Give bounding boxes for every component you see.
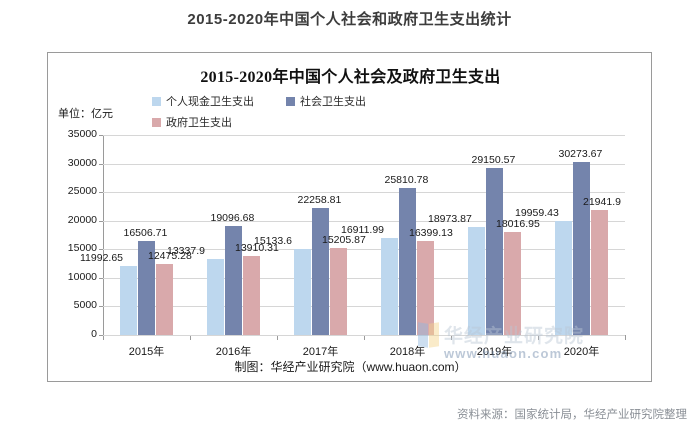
bar[interactable] (120, 266, 137, 335)
gridline (103, 335, 625, 336)
y-axis-tick-mark (99, 220, 103, 222)
gridline (103, 306, 625, 308)
y-axis-tick-label: 30000 (67, 156, 97, 169)
bar[interactable] (138, 240, 155, 335)
legend-item-social[interactable]: 社会卫生支出 (286, 93, 366, 109)
x-axis-tick-mark (625, 336, 626, 340)
legend-swatch-government (152, 117, 161, 127)
bar[interactable] (330, 248, 347, 335)
bar[interactable] (555, 220, 572, 335)
chart-legend: 个人现金卫生支出 社会卫生支出 政府卫生支出 (152, 93, 482, 130)
bar-value-label: 21941.9 (583, 195, 621, 208)
bar[interactable] (399, 187, 416, 335)
y-axis-tick-mark (99, 277, 103, 279)
y-axis-tick-label: 25000 (67, 185, 97, 198)
bar-value-label: 22258.81 (297, 193, 342, 206)
gridline (103, 135, 625, 136)
bar[interactable] (573, 162, 590, 335)
y-axis-line (103, 135, 104, 336)
y-axis-tick-mark (99, 335, 103, 336)
x-axis-tick-mark (190, 336, 191, 340)
bar-value-label: 16911.99 (341, 224, 385, 237)
bar-value-label: 29150.57 (471, 154, 516, 167)
gridline (103, 220, 625, 222)
bar-value-label: 16506.71 (123, 226, 168, 239)
unit-label: 单位：亿元 (58, 108, 113, 120)
x-axis-tick-mark (103, 336, 104, 340)
bar[interactable] (381, 238, 398, 335)
x-axis-tick-mark (538, 336, 539, 340)
bar[interactable] (504, 232, 521, 335)
y-axis-tick-label: 15000 (67, 242, 97, 255)
gridline (103, 163, 625, 165)
bar-value-label: 12475.28 (148, 249, 192, 262)
bar[interactable] (207, 258, 224, 335)
x-axis-tick-label: 2020年 (563, 346, 600, 358)
bar-value-label: 15205.87 (322, 234, 366, 247)
chart-container: 2015-2020年中国个人社会及政府卫生支出 单位：亿元 个人现金卫生支出 社… (47, 52, 652, 382)
y-axis-tick-label: 35000 (67, 128, 97, 140)
plot-area: 11992.65 16506.71 12475.28 13337.9 19096.68 1… (80, 135, 625, 336)
bar-value-label: 19096.68 (210, 211, 255, 224)
bar[interactable] (486, 168, 503, 335)
gridline (103, 192, 625, 194)
legend-swatch-personal (152, 96, 161, 106)
bar[interactable] (243, 255, 260, 335)
x-axis-tick-label: 2016年 (215, 346, 252, 358)
chart-credit: 制图：华经产业研究院（www.huaon.com） (234, 360, 467, 374)
x-axis-tick-label: 2019年 (476, 346, 513, 358)
x-axis-tick-label: 2017年 (302, 346, 339, 358)
y-axis-tick-label: 0 (91, 328, 97, 340)
chart-title: 2015-2020年中国个人社会及政府卫生支出 (200, 69, 501, 86)
bar-value-label: 19959.43 (515, 206, 559, 219)
legend-label-social: 社会卫生支出 (300, 96, 366, 108)
bar[interactable] (294, 248, 311, 335)
bar-value-label: 16399.13 (409, 227, 453, 240)
y-axis-tick-mark (99, 192, 103, 194)
legend-swatch-social (286, 96, 295, 106)
y-axis-tick-label: 10000 (67, 270, 97, 283)
y-axis-tick-label: 20000 (67, 213, 97, 226)
bar[interactable] (417, 241, 434, 335)
x-axis-tick-mark (364, 336, 365, 340)
legend-label-personal: 个人现金卫生支出 (166, 96, 254, 108)
bar[interactable] (591, 209, 608, 335)
x-axis-tick-mark (277, 336, 278, 340)
x-axis-tick-label: 2015年 (128, 346, 165, 358)
bar-value-label: 13910.31 (235, 241, 279, 254)
page-title: 2015-2020年中国个人社会和政府卫生支出统计 (187, 11, 512, 28)
bar[interactable] (312, 207, 329, 335)
y-axis-tick-mark (99, 306, 103, 308)
bar[interactable] (225, 225, 242, 335)
bar[interactable] (156, 263, 173, 335)
source-note: 资料来源：国家统计局，华经产业研究院整理 (457, 409, 687, 421)
legend-row-2: 政府卫生支出 (152, 114, 482, 130)
x-axis-tick-label: 2018年 (389, 346, 426, 358)
bar-value-label: 18016.95 (496, 218, 540, 231)
bar-value-label: 13337.9 (167, 244, 205, 257)
bar-value-label: 11992.65 (80, 252, 124, 265)
bar-value-label: 15133.6 (254, 234, 292, 247)
bar-value-label: 30273.67 (558, 148, 603, 160)
y-axis-tick-mark (99, 249, 103, 251)
bar[interactable] (468, 226, 485, 335)
gridline (103, 277, 625, 279)
legend-item-government[interactable]: 政府卫生支出 (152, 114, 232, 130)
gridline (103, 249, 625, 251)
x-axis-tick-mark (451, 336, 452, 340)
legend-label-government: 政府卫生支出 (166, 117, 232, 129)
bar-value-label: 18973.87 (428, 212, 472, 225)
y-axis-tick-label: 5000 (73, 299, 97, 312)
legend-item-personal[interactable]: 个人现金卫生支出 (152, 93, 254, 109)
legend-row-1: 个人现金卫生支出 社会卫生支出 (152, 93, 482, 109)
y-axis-tick-mark (99, 163, 103, 165)
bar-value-label: 25810.78 (384, 173, 429, 186)
y-axis-tick-mark (99, 135, 103, 136)
